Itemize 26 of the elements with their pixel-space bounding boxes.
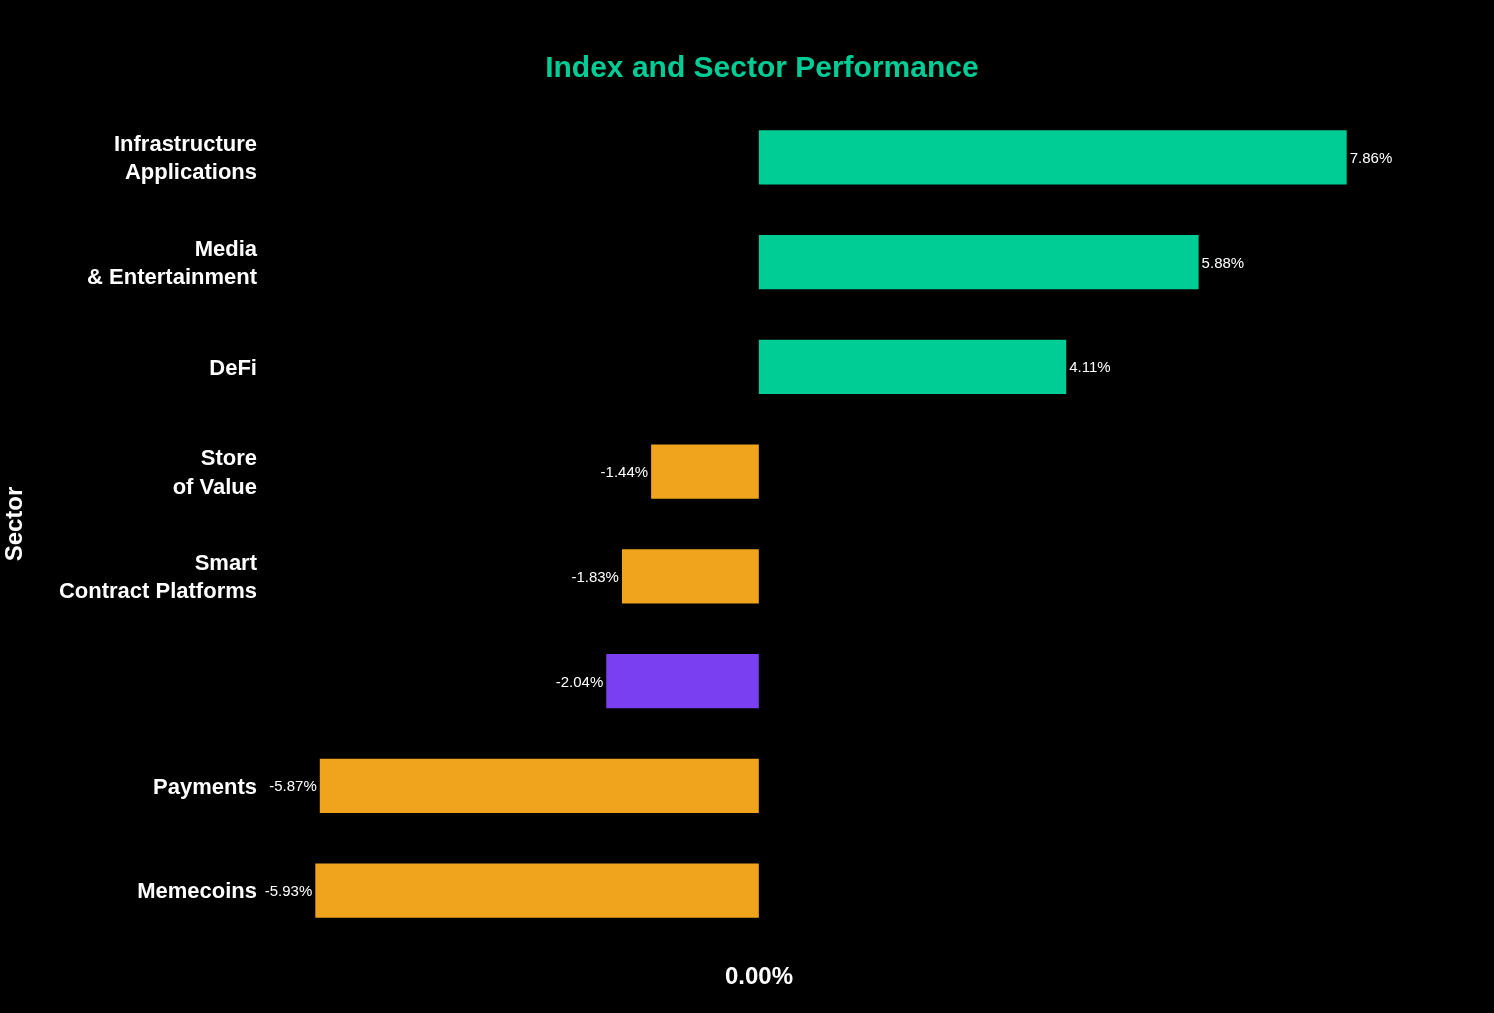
y-tick-label: Payments [153, 773, 257, 799]
data-label: -5.93% [264, 882, 313, 900]
bar [315, 863, 759, 918]
y-tick-label: Store of Value [172, 445, 257, 499]
data-label: 7.86% [1349, 148, 1393, 166]
bar [651, 444, 759, 499]
data-label: 5.88% [1201, 253, 1245, 271]
data-label: -2.04% [555, 672, 604, 690]
text: 0.00% [725, 962, 794, 989]
data-label: -1.83% [571, 567, 619, 585]
bar [621, 549, 759, 604]
bar [758, 339, 1067, 395]
data-label: -1.44% [600, 463, 649, 481]
y-tick-label: Media & Entertainment [87, 235, 258, 290]
chart-title: Index and Sector Performance [545, 49, 979, 83]
y-tick-label: Smart Contract Platforms [58, 549, 258, 604]
y-tick-label: Memecoins [137, 878, 257, 904]
bar [606, 653, 759, 709]
data-label: -5.87% [269, 777, 317, 795]
y-tick-label: Infrastructure Applications [113, 130, 257, 185]
bar [319, 758, 759, 814]
y-tick-label: DeFi [209, 354, 257, 380]
data-label: 4.11% [1069, 358, 1111, 376]
y-axis-title: Sector [0, 486, 27, 562]
bar [758, 234, 1199, 290]
bar [758, 130, 1347, 185]
